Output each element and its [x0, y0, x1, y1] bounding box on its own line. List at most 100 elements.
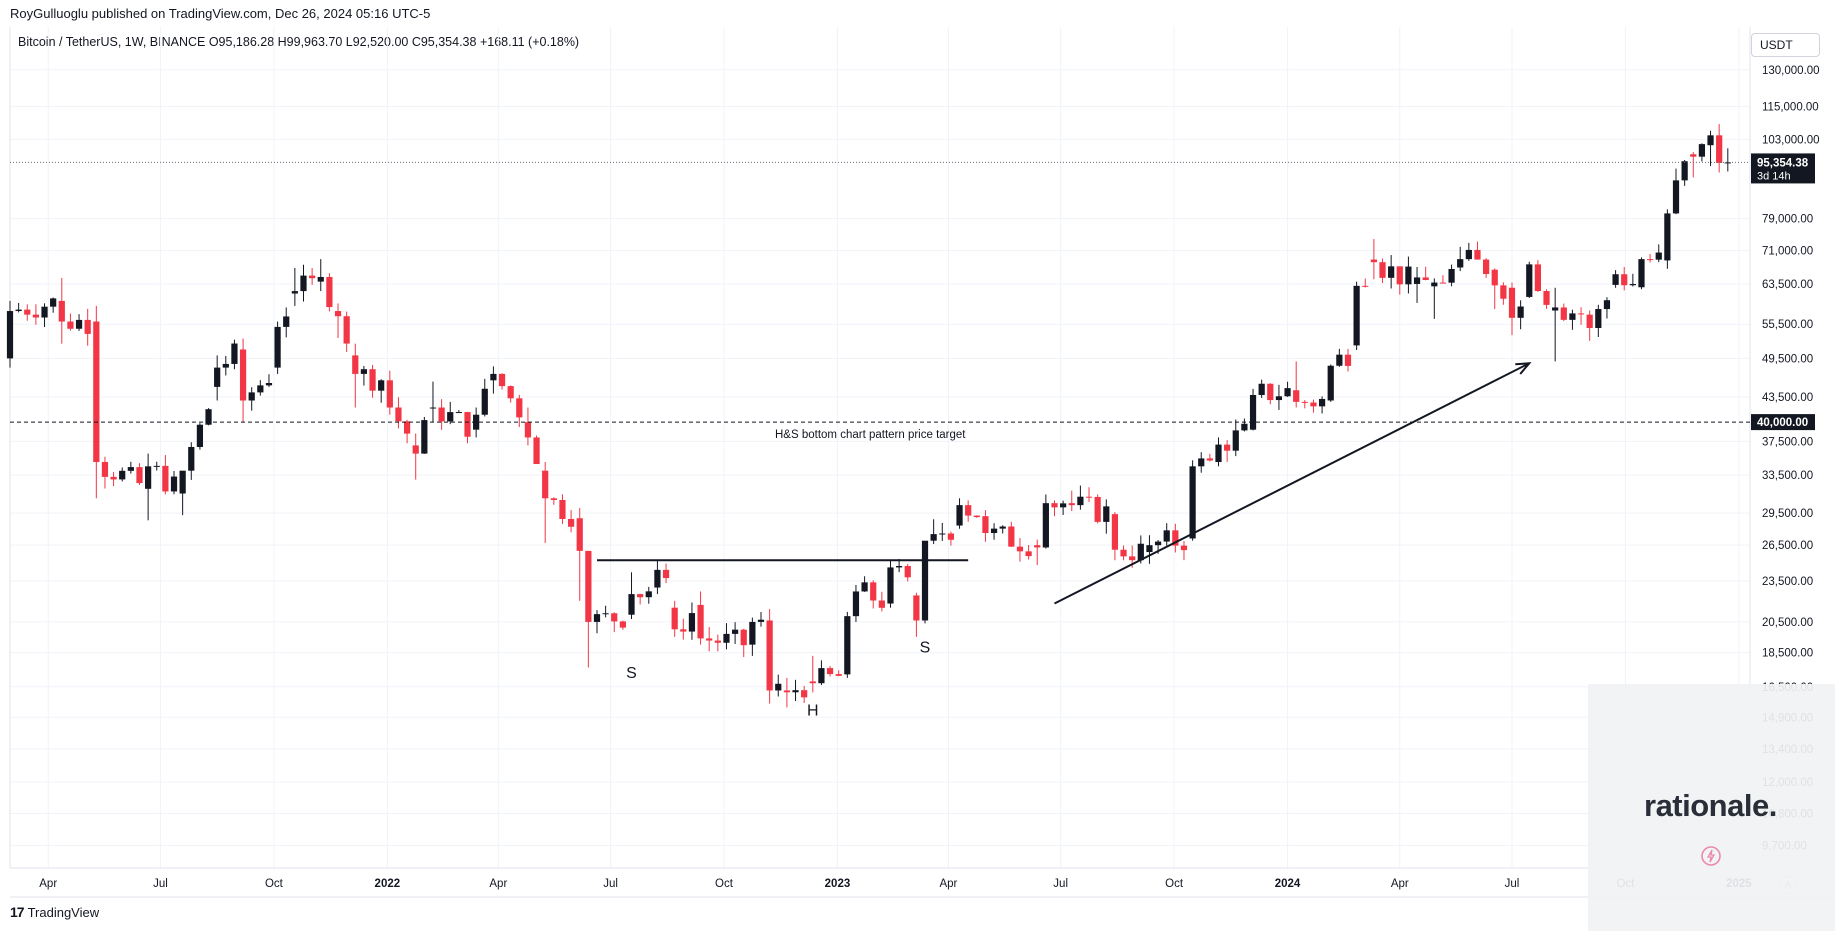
candle — [593, 610, 601, 634]
candle — [283, 307, 290, 338]
candle — [1085, 487, 1093, 502]
candle — [6, 300, 14, 368]
candle-body — [1241, 423, 1248, 431]
candle-body — [1379, 262, 1386, 278]
candle-body — [334, 311, 342, 317]
candle — [524, 407, 532, 446]
time-tick-label: 2022 — [375, 878, 401, 890]
candle-body — [179, 470, 186, 494]
candle — [41, 303, 48, 328]
candle-body — [421, 420, 428, 454]
candle — [179, 470, 186, 516]
candle-body — [1094, 496, 1101, 522]
candle — [1103, 499, 1110, 534]
candle-body — [731, 629, 739, 634]
candle — [1336, 348, 1343, 367]
price-tick-label: 130,000.00 — [1762, 65, 1820, 77]
candle-body — [654, 569, 661, 588]
candle — [1293, 361, 1300, 408]
candle — [731, 622, 739, 644]
candle-body — [429, 407, 437, 409]
price-tick-label: 29,500.00 — [1762, 508, 1813, 520]
candle — [1284, 381, 1291, 397]
candle-body — [369, 369, 376, 391]
candle-body — [896, 565, 903, 568]
candle — [50, 297, 57, 313]
candle — [67, 313, 74, 331]
candle-body — [50, 298, 57, 307]
candle-body — [671, 607, 678, 630]
candle — [533, 435, 540, 465]
tradingview-logo[interactable]: 17 TradingView — [10, 904, 99, 920]
candle-body — [1655, 252, 1662, 260]
candle — [1344, 348, 1352, 372]
candle — [576, 508, 583, 601]
candle — [326, 273, 333, 312]
candle — [1577, 307, 1585, 325]
candle-body — [1439, 282, 1447, 284]
candle-body — [283, 316, 290, 327]
candle — [775, 674, 782, 697]
candle-body — [921, 540, 929, 621]
candle — [403, 419, 411, 444]
candle-body — [1482, 259, 1490, 274]
candle-body — [1560, 307, 1567, 320]
candle — [619, 620, 626, 630]
candle — [1595, 304, 1602, 337]
candle — [352, 343, 359, 408]
candle — [818, 660, 825, 686]
time-tick-label: Apr — [1391, 878, 1409, 890]
candle — [429, 381, 437, 423]
candle-body — [1198, 458, 1205, 467]
candle-body — [602, 613, 609, 615]
candle — [1189, 460, 1196, 541]
candle-body — [516, 398, 523, 418]
candle — [386, 370, 393, 415]
candle-body — [1500, 285, 1507, 299]
candle — [1034, 539, 1041, 566]
candle — [567, 510, 575, 533]
candle-body — [965, 505, 972, 516]
candle-body — [1293, 390, 1300, 402]
candle — [680, 618, 687, 640]
candle-body — [360, 369, 368, 374]
candle-body — [1180, 545, 1188, 551]
candle-body — [628, 594, 635, 615]
candle-body — [1034, 545, 1041, 548]
candle-body — [1258, 383, 1265, 395]
candle-body — [1051, 503, 1058, 508]
candle-body — [274, 326, 281, 368]
time-tick-label: Jul — [1053, 878, 1068, 890]
candle-body — [352, 355, 359, 374]
candle-body — [1224, 444, 1231, 451]
candle — [749, 617, 756, 656]
candle-body — [1120, 549, 1127, 557]
candle-body — [792, 690, 799, 693]
candle-body — [904, 565, 911, 578]
candle-body — [1189, 466, 1196, 539]
watermark-text: rationale. — [1644, 788, 1777, 823]
candle — [1629, 273, 1636, 287]
candle-body — [1172, 530, 1179, 546]
candle — [801, 685, 808, 703]
candle-body — [550, 498, 557, 500]
candle-body — [214, 367, 221, 387]
candle — [498, 373, 506, 390]
candle-body — [1016, 546, 1024, 552]
candle — [1647, 254, 1654, 263]
candle — [1534, 260, 1542, 292]
candle-body — [1517, 306, 1524, 318]
candle — [93, 305, 100, 499]
candle — [1431, 278, 1438, 319]
time-tick-label: 2023 — [825, 878, 851, 890]
candle-body — [870, 582, 877, 601]
currency-selector[interactable]: USDT — [1751, 33, 1820, 57]
candle-body — [498, 373, 506, 387]
candle-body — [145, 466, 152, 489]
candle — [188, 442, 195, 480]
candle-body — [947, 533, 955, 540]
candle-body — [1621, 274, 1628, 286]
candle-body — [611, 613, 618, 622]
candle — [1681, 159, 1688, 186]
